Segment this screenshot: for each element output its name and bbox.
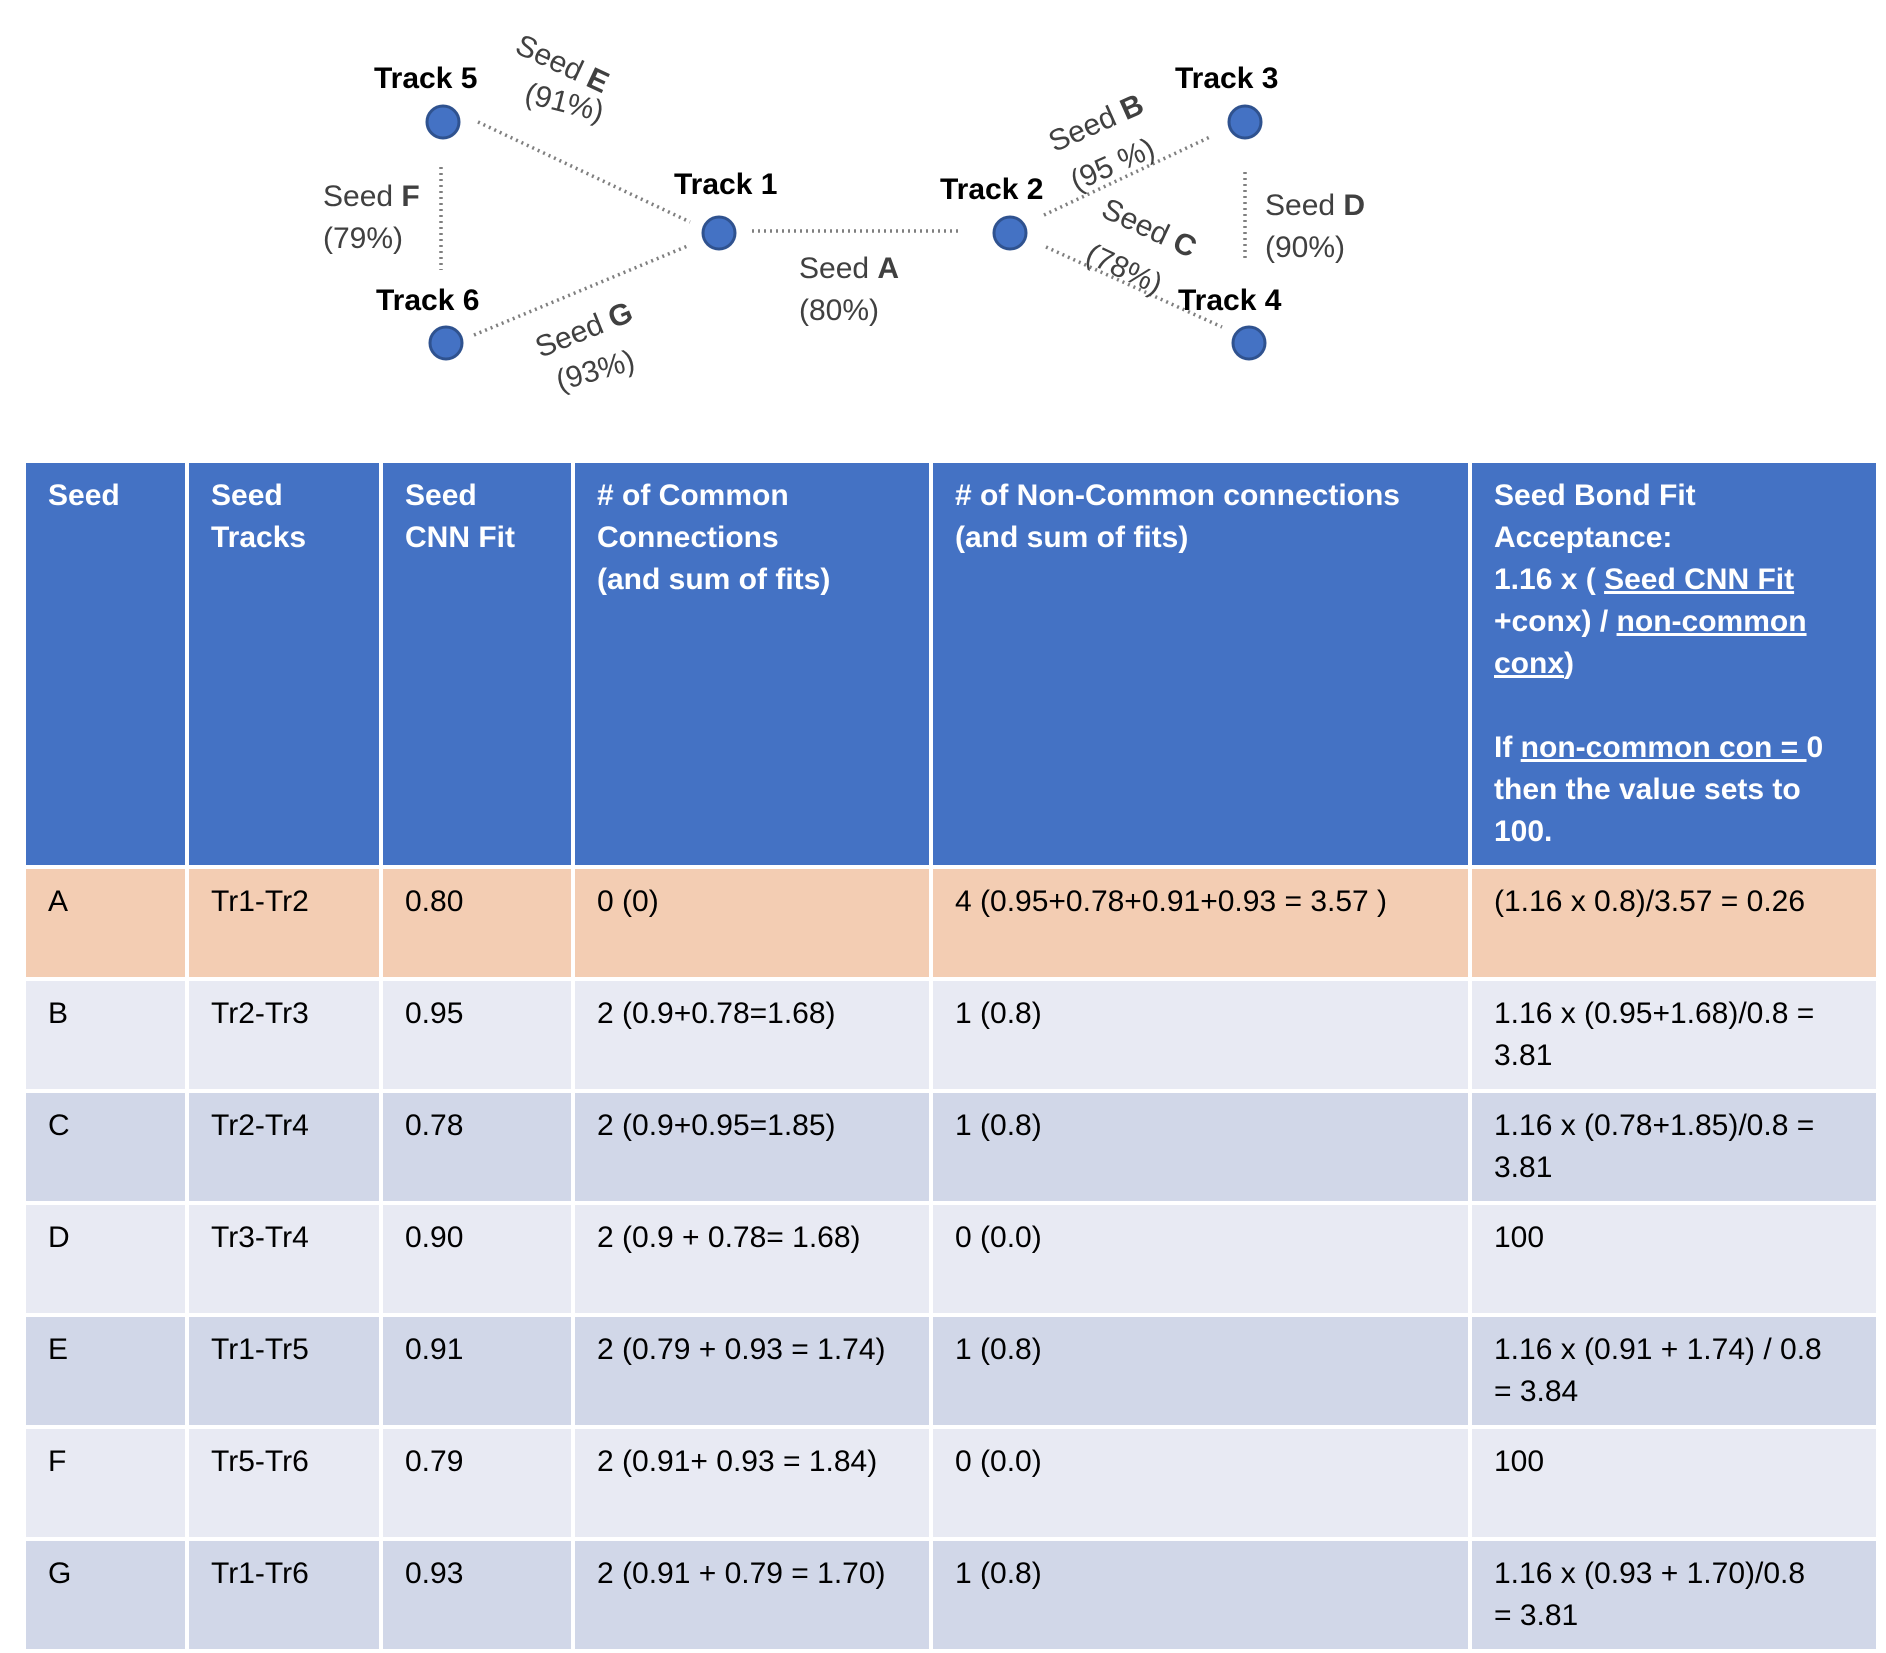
edge-seed-e — [477, 120, 691, 224]
track-node-5 — [425, 104, 461, 140]
cell-acceptance: 1.16 x (0.78+1.85)/0.8 = 3.81 — [1468, 1089, 1880, 1205]
table-row: D Tr3-Tr4 0.90 2 (0.9 + 0.78= 1.68) 0 (0… — [22, 1201, 1880, 1317]
track-label: Track 2 — [940, 173, 1043, 206]
cell-tracks: Tr1-Tr2 — [185, 865, 383, 981]
track-label: Track 3 — [1175, 62, 1278, 95]
table-row: F Tr5-Tr6 0.79 2 (0.91+ 0.93 = 1.84) 0 (… — [22, 1425, 1880, 1541]
cell-acceptance: 100 — [1468, 1201, 1880, 1317]
header-non-common-connections: # of Non-Common connections (and sum of f… — [929, 459, 1472, 869]
cell-tracks: Tr3-Tr4 — [185, 1201, 383, 1317]
track-node-6 — [428, 325, 464, 361]
cell-non-common: 0 (0.0) — [929, 1201, 1472, 1317]
cell-common: 2 (0.91+ 0.93 = 1.84) — [571, 1425, 933, 1541]
cell-non-common: 1 (0.8) — [929, 1537, 1472, 1653]
table-row: B Tr2-Tr3 0.95 2 (0.9+0.78=1.68) 1 (0.8)… — [22, 977, 1880, 1093]
table-row: E Tr1-Tr5 0.91 2 (0.79 + 0.93 = 1.74) 1 … — [22, 1313, 1880, 1429]
cell-non-common: 1 (0.8) — [929, 1089, 1472, 1205]
header-seed-bond-fit-acceptance: Seed Bond Fit Acceptance: 1.16 x ( Seed … — [1468, 459, 1880, 869]
cell-seed: D — [22, 1201, 189, 1317]
track-node-3 — [1227, 104, 1263, 140]
track-seed-graph: Track 5 Track 1 Track 2 Track 3 Track 6 … — [323, 28, 1365, 397]
cell-non-common: 1 (0.8) — [929, 977, 1472, 1093]
cell-common: 2 (0.9+0.95=1.85) — [571, 1089, 933, 1205]
track-node-2 — [992, 215, 1028, 251]
table-row: G Tr1-Tr6 0.93 2 (0.91 + 0.79 = 1.70) 1 … — [22, 1537, 1880, 1653]
cell-seed: C — [22, 1089, 189, 1205]
cell-common: 2 (0.9 + 0.78= 1.68) — [571, 1201, 933, 1317]
cell-common: 0 (0) — [571, 865, 933, 981]
cell-acceptance: 1.16 x (0.91 + 1.74) / 0.8 = 3.84 — [1468, 1313, 1880, 1429]
cell-seed: E — [22, 1313, 189, 1429]
cell-cnn-fit: 0.95 — [379, 977, 575, 1093]
cell-cnn-fit: 0.91 — [379, 1313, 575, 1429]
seed-d-percent: (90%) — [1265, 231, 1345, 264]
cell-common: 2 (0.9+0.78=1.68) — [571, 977, 933, 1093]
cell-acceptance: 1.16 x (0.93 + 1.70)/0.8 = 3.81 — [1468, 1537, 1880, 1653]
seed-f-percent: (79%) — [323, 222, 403, 255]
cell-common: 2 (0.91 + 0.79 = 1.70) — [571, 1537, 933, 1653]
seed-a-percent: (80%) — [799, 294, 879, 327]
table-row: A Tr1-Tr2 0.80 0 (0) 4 (0.95+0.78+0.91+0… — [22, 865, 1880, 981]
edge-seed-c — [1045, 245, 1223, 329]
track-node-4 — [1231, 325, 1267, 361]
seed-a-label: Seed A — [799, 252, 899, 285]
cell-acceptance: 100 — [1468, 1425, 1880, 1541]
cell-seed: A — [22, 865, 189, 981]
track-node-1 — [701, 215, 737, 251]
seed-f-label: Seed F — [323, 180, 420, 213]
cell-acceptance: (1.16 x 0.8)/3.57 = 0.26 — [1468, 865, 1880, 981]
cell-tracks: Tr2-Tr4 — [185, 1089, 383, 1205]
cell-seed: F — [22, 1425, 189, 1541]
track-label: Track 1 — [674, 168, 777, 201]
header-seed-tracks: Seed Tracks — [185, 459, 383, 869]
cell-acceptance: 1.16 x (0.95+1.68)/0.8 = 3.81 — [1468, 977, 1880, 1093]
table-row: C Tr2-Tr4 0.78 2 (0.9+0.95=1.85) 1 (0.8)… — [22, 1089, 1880, 1205]
cell-seed: B — [22, 977, 189, 1093]
cell-cnn-fit: 0.78 — [379, 1089, 575, 1205]
track-label: Track 5 — [374, 62, 477, 95]
cell-cnn-fit: 0.79 — [379, 1425, 575, 1541]
cell-cnn-fit: 0.90 — [379, 1201, 575, 1317]
seed-d-label: Seed D — [1265, 189, 1365, 222]
track-label: Track 4 — [1178, 284, 1282, 317]
cell-non-common: 1 (0.8) — [929, 1313, 1472, 1429]
cell-common: 2 (0.79 + 0.93 = 1.74) — [571, 1313, 933, 1429]
header-seed-cnn-fit: Seed CNN Fit — [379, 459, 575, 869]
seed-table: Seed Seed Tracks Seed CNN Fit # of Common C… — [22, 459, 1880, 1653]
cell-cnn-fit: 0.93 — [379, 1537, 575, 1653]
cell-non-common: 0 (0.0) — [929, 1425, 1472, 1541]
cell-tracks: Tr2-Tr3 — [185, 977, 383, 1093]
header-common-connections: # of Common Connections (and sum of fits) — [571, 459, 933, 869]
cell-non-common: 4 (0.95+0.78+0.91+0.93 = 3.57 ) — [929, 865, 1472, 981]
table-header-row: Seed Seed Tracks Seed CNN Fit # of Common C… — [22, 459, 1880, 869]
cell-seed: G — [22, 1537, 189, 1653]
edge-seed-b — [1043, 135, 1211, 217]
header-seed: Seed — [22, 459, 189, 869]
track-label: Track 6 — [376, 284, 479, 317]
cell-cnn-fit: 0.80 — [379, 865, 575, 981]
cell-tracks: Tr1-Tr5 — [185, 1313, 383, 1429]
cell-tracks: Tr1-Tr6 — [185, 1537, 383, 1653]
cell-tracks: Tr5-Tr6 — [185, 1425, 383, 1541]
